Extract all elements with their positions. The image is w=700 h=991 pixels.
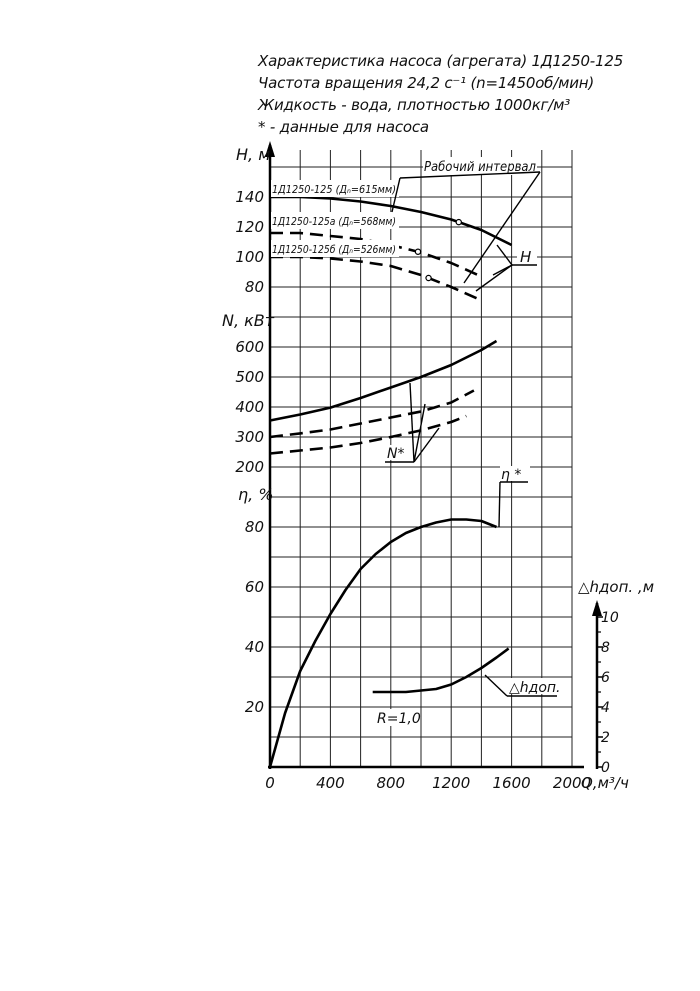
head-marker-2	[425, 274, 432, 282]
head-series-label-bg	[271, 240, 399, 257]
power-tick-label: 200	[235, 458, 264, 476]
efficiency-curve	[268, 518, 497, 768]
head-marker-0	[455, 218, 462, 226]
working-range-bg	[423, 157, 537, 175]
npsh-tick-label: 4	[601, 700, 610, 716]
efficiency-legend-label: η *	[501, 467, 521, 483]
efficiency-tick-label: 20	[245, 698, 264, 716]
npsh-tick-label: 6	[601, 670, 610, 686]
efficiency-tick-label: 80	[245, 518, 264, 536]
head-series-label-bg	[271, 212, 399, 229]
x-tick-label: 1200	[432, 774, 470, 792]
head-series-label-1: 1Д1250-125а (Дₙ=568мм)	[272, 215, 396, 228]
head-curve-0	[270, 195, 513, 247]
asterisk-note: * - данные для насоса	[258, 118, 429, 136]
efficiency-leader-line	[498, 481, 501, 528]
power-tick-label: 600	[235, 338, 264, 356]
power-curve-2	[269, 414, 467, 455]
head-leader-line	[496, 244, 513, 266]
power-curve-1	[269, 389, 475, 439]
x-tick-label: 2000	[553, 774, 591, 792]
working-range-label: Рабочий интервал	[424, 160, 536, 175]
head-tick-label: 100	[235, 248, 264, 266]
npsh-legend-bg	[508, 678, 560, 694]
power-leader-line	[409, 382, 415, 463]
chart-title: Характеристика насоса (агрегата) 1Д1250-…	[258, 52, 624, 70]
x-tick-label: 800	[376, 774, 405, 792]
power-axis-label: N, кВт	[222, 311, 275, 330]
x-axis-label: Q,м³/ч	[581, 774, 629, 792]
efficiency-tick-label: 40	[245, 638, 264, 656]
power-tick-label: 300	[235, 428, 264, 446]
x-tick-label: 400	[316, 774, 345, 792]
npsh-tick-label: 8	[601, 640, 610, 656]
head-series-label-0: 1Д1250-125 (Дₙ=615мм)	[272, 183, 396, 196]
npsh-legend-label: △hдоп.	[509, 680, 561, 696]
working-range-line	[399, 171, 541, 179]
power-leader-line	[413, 403, 426, 463]
speed-note: Частота вращения 24,2 с⁻¹ (n=1450об/мин)	[258, 74, 595, 92]
y-axis-arrow	[265, 141, 275, 157]
power-tick-label: 500	[235, 368, 264, 386]
head-tick-label: 120	[235, 218, 264, 236]
efficiency-legend-bg	[500, 466, 530, 481]
working-range-line	[391, 177, 401, 213]
power-legend-label: N*	[387, 446, 404, 462]
power-leader-line	[413, 427, 440, 463]
npsh-axis-label: △hдоп. ,м	[578, 578, 654, 596]
efficiency-tick-label: 60	[245, 578, 264, 596]
npsh-curve	[372, 647, 510, 694]
power-tick-label: 400	[235, 398, 264, 416]
x-tick-label: 0	[265, 774, 275, 792]
head-series-label-2: 1Д1250-125б (Дₙ=526мм)	[272, 243, 396, 256]
working-range-line	[463, 171, 541, 284]
head-tick-label: 80	[245, 278, 264, 296]
r-value-bg	[376, 709, 410, 726]
npsh-tick-label: 10	[601, 610, 619, 626]
power-legend-bg	[386, 445, 412, 460]
head-marker-1	[414, 248, 422, 255]
head-curve-2	[270, 255, 479, 301]
head-tick-label: 140	[235, 188, 264, 206]
head-legend-bg	[517, 249, 537, 264]
head-legend-label: Н	[520, 248, 531, 266]
npsh-axis-arrow	[592, 600, 602, 616]
r-value-label: R=1,0	[377, 711, 421, 727]
head-leader-line	[475, 264, 513, 292]
npsh-leader-line	[484, 674, 508, 697]
head-series-label-bg	[271, 180, 399, 197]
fluid-note: Жидкость - вода, плотностью 1000кг/м³	[258, 96, 571, 114]
x-tick-label: 1600	[493, 774, 531, 792]
npsh-tick-label: 2	[601, 730, 610, 746]
efficiency-axis-label: η, %	[238, 485, 274, 504]
head-axis-label: Н, м	[236, 145, 270, 164]
npsh-tick-label: 0	[601, 760, 610, 776]
power-curve-0	[269, 339, 498, 422]
